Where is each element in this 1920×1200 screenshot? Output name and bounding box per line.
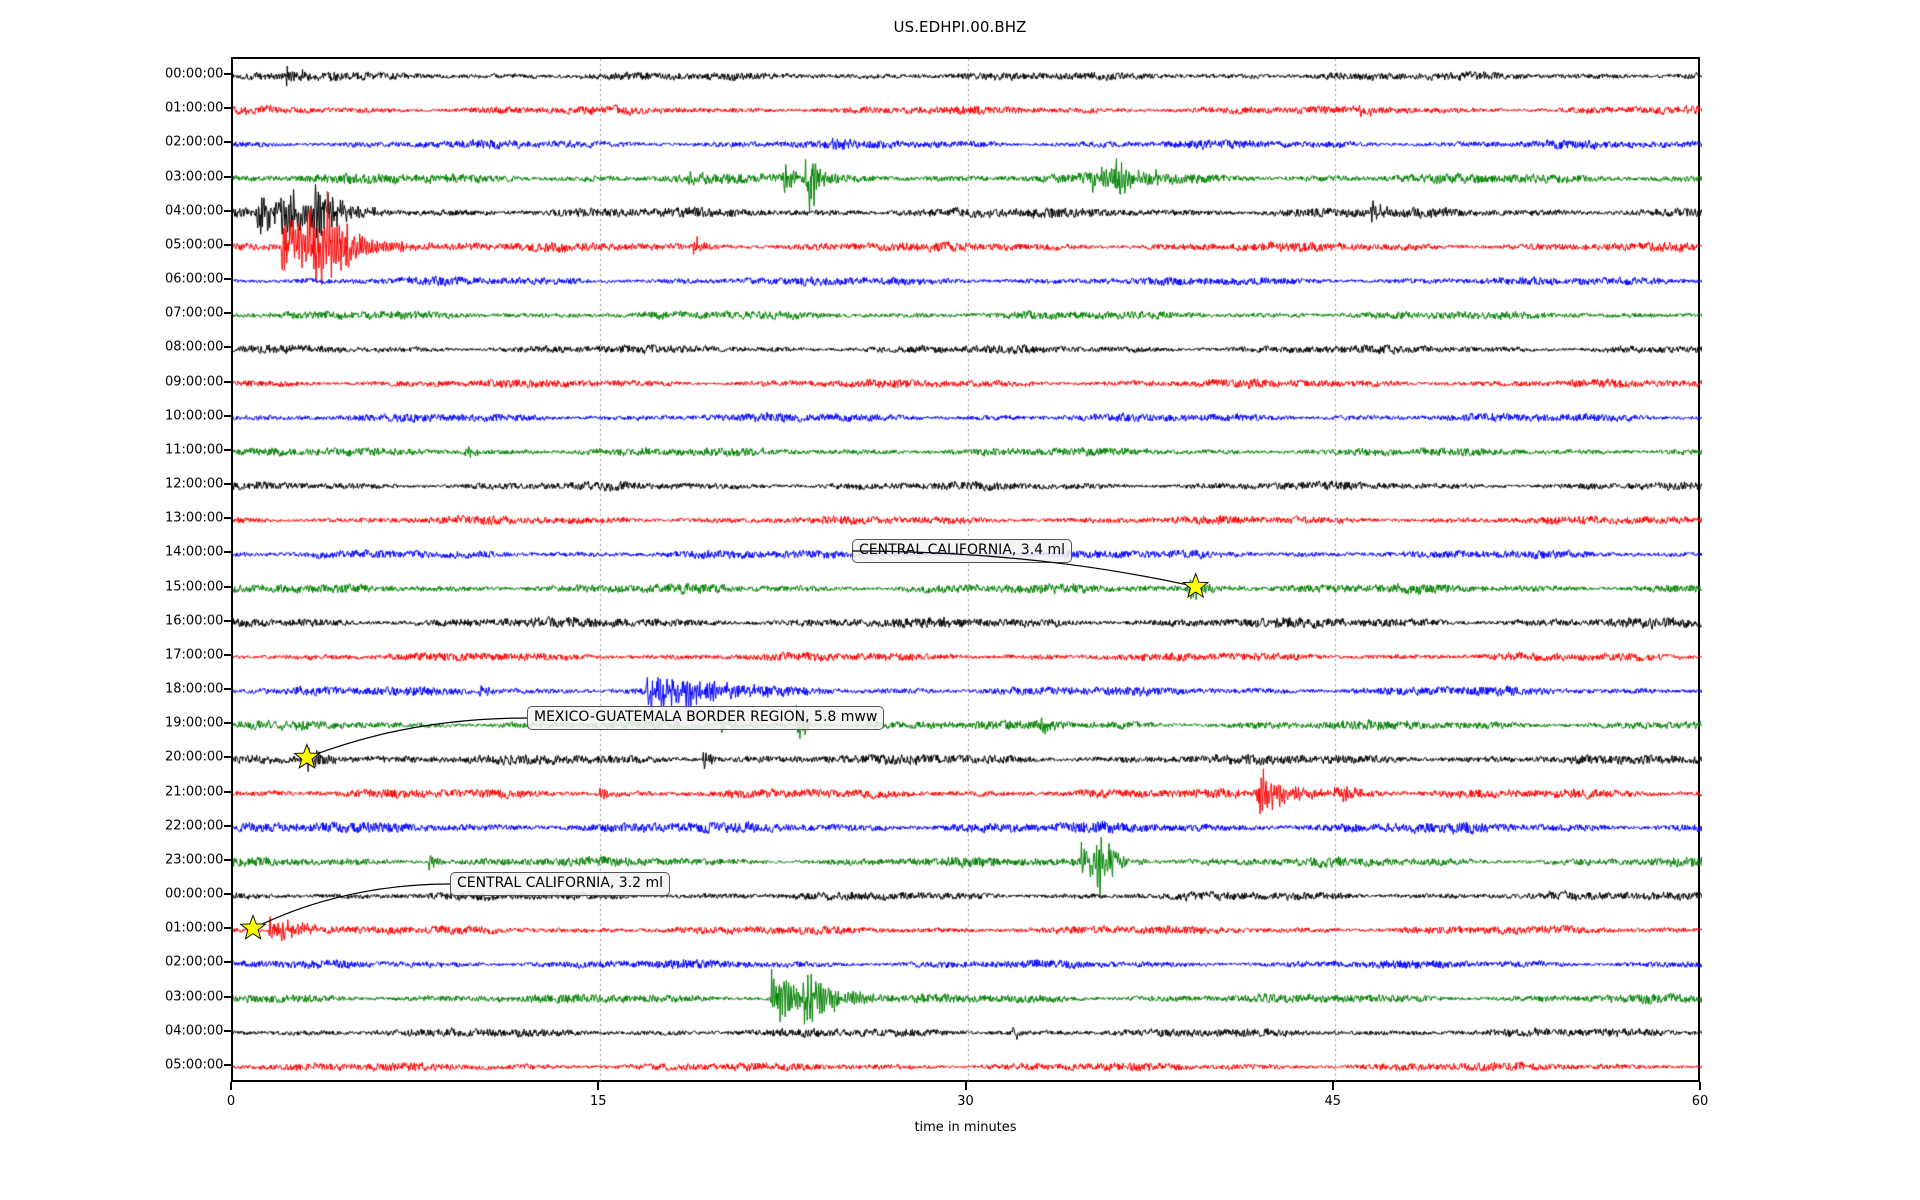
y-tick-mark-3: [224, 175, 232, 178]
y-tick-label-28: 04:00:00: [165, 1023, 224, 1039]
y-tick-mark-24: [224, 893, 232, 896]
y-tick-mark-8: [224, 346, 232, 349]
y-tick-mark-23: [224, 858, 232, 861]
plot-axes-frame: [231, 57, 1702, 1084]
y-tick-mark-18: [224, 688, 232, 691]
y-tick-mark-1: [224, 107, 232, 110]
event-label-0[interactable]: CENTRAL CALIFORNIA, 3.4 ml: [852, 539, 1073, 563]
y-tick-label-19: 19:00:00: [165, 715, 224, 731]
x-tick-mark-3: [1331, 1082, 1334, 1090]
y-tick-label-21: 21:00:00: [165, 784, 224, 800]
y-tick-label-18: 18:00:00: [165, 681, 224, 697]
y-tick-label-4: 04:00:00: [165, 203, 224, 219]
y-tick-label-5: 05:00:00: [165, 237, 224, 253]
y-tick-label-23: 23:00:00: [165, 852, 224, 868]
y-tick-mark-14: [224, 551, 232, 554]
y-tick-mark-12: [224, 483, 232, 486]
y-tick-mark-7: [224, 312, 232, 315]
y-tick-label-3: 03:00:00: [165, 169, 224, 185]
y-tick-mark-15: [224, 585, 232, 588]
x-tick-mark-4: [1699, 1082, 1701, 1090]
y-tick-label-1: 01:00:00: [165, 100, 224, 116]
y-tick-mark-11: [224, 448, 232, 451]
y-tick-mark-17: [224, 653, 232, 656]
x-tick-label-4: 60: [1691, 1094, 1709, 1109]
y-tick-label-15: 15:00:00: [165, 579, 224, 595]
y-tick-label-9: 09:00:00: [165, 374, 224, 390]
waveform-canvas: [233, 59, 1702, 1084]
y-tick-label-2: 02:00:00: [165, 134, 224, 150]
y-tick-label-27: 03:00:00: [165, 989, 224, 1005]
y-tick-mark-0: [224, 73, 232, 76]
y-tick-mark-10: [224, 414, 232, 417]
y-tick-mark-5: [224, 243, 232, 246]
y-tick-label-20: 20:00:00: [165, 749, 224, 765]
x-tick-label-1: 15: [589, 1094, 607, 1109]
x-tick-mark-1: [597, 1082, 600, 1090]
y-tick-mark-25: [224, 927, 232, 930]
y-tick-mark-2: [224, 141, 232, 144]
x-tick-mark-0: [230, 1082, 232, 1090]
y-tick-label-10: 10:00:00: [165, 408, 224, 424]
y-tick-label-24: 00:00:00: [165, 886, 224, 902]
y-tick-mark-21: [224, 790, 232, 793]
y-tick-mark-22: [224, 824, 232, 827]
x-tick-mark-2: [964, 1082, 967, 1090]
y-tick-label-26: 02:00:00: [165, 954, 224, 970]
y-tick-mark-29: [224, 1063, 232, 1066]
y-tick-mark-13: [224, 517, 232, 520]
y-tick-mark-28: [224, 1029, 232, 1032]
y-tick-label-14: 14:00:00: [165, 544, 224, 560]
event-label-1[interactable]: MEXICO-GUATEMALA BORDER REGION, 5.8 mww: [527, 706, 885, 730]
y-tick-label-17: 17:00:00: [165, 647, 224, 663]
y-tick-label-29: 05:00:00: [165, 1057, 224, 1073]
y-tick-mark-4: [224, 209, 232, 212]
y-tick-label-16: 16:00:00: [165, 613, 224, 629]
x-tick-label-2: 30: [957, 1094, 974, 1109]
y-tick-label-22: 22:00:00: [165, 818, 224, 834]
y-tick-mark-16: [224, 619, 232, 622]
y-tick-label-13: 13:00:00: [165, 510, 224, 526]
page-title: US.EDHPI.00.BHZ: [893, 18, 1027, 36]
x-axis-label: time in minutes: [914, 1120, 1017, 1135]
y-tick-label-0: 00:00:00: [165, 66, 224, 82]
y-tick-mark-27: [224, 995, 232, 998]
y-tick-label-8: 08:00:00: [165, 339, 224, 355]
y-tick-label-25: 01:00:00: [165, 920, 224, 936]
y-tick-label-12: 12:00:00: [165, 476, 224, 492]
x-tick-label-3: 45: [1324, 1094, 1342, 1109]
y-tick-mark-26: [224, 961, 232, 964]
y-tick-mark-20: [224, 756, 232, 759]
y-tick-mark-6: [224, 278, 232, 281]
x-tick-label-0: 0: [226, 1094, 236, 1109]
y-tick-mark-19: [224, 722, 232, 725]
y-tick-label-6: 06:00:00: [165, 271, 224, 287]
y-tick-label-11: 11:00:00: [165, 442, 224, 458]
y-tick-label-7: 07:00:00: [165, 305, 224, 321]
event-label-2[interactable]: CENTRAL CALIFORNIA, 3.2 ml: [450, 872, 671, 896]
y-tick-mark-9: [224, 380, 232, 383]
